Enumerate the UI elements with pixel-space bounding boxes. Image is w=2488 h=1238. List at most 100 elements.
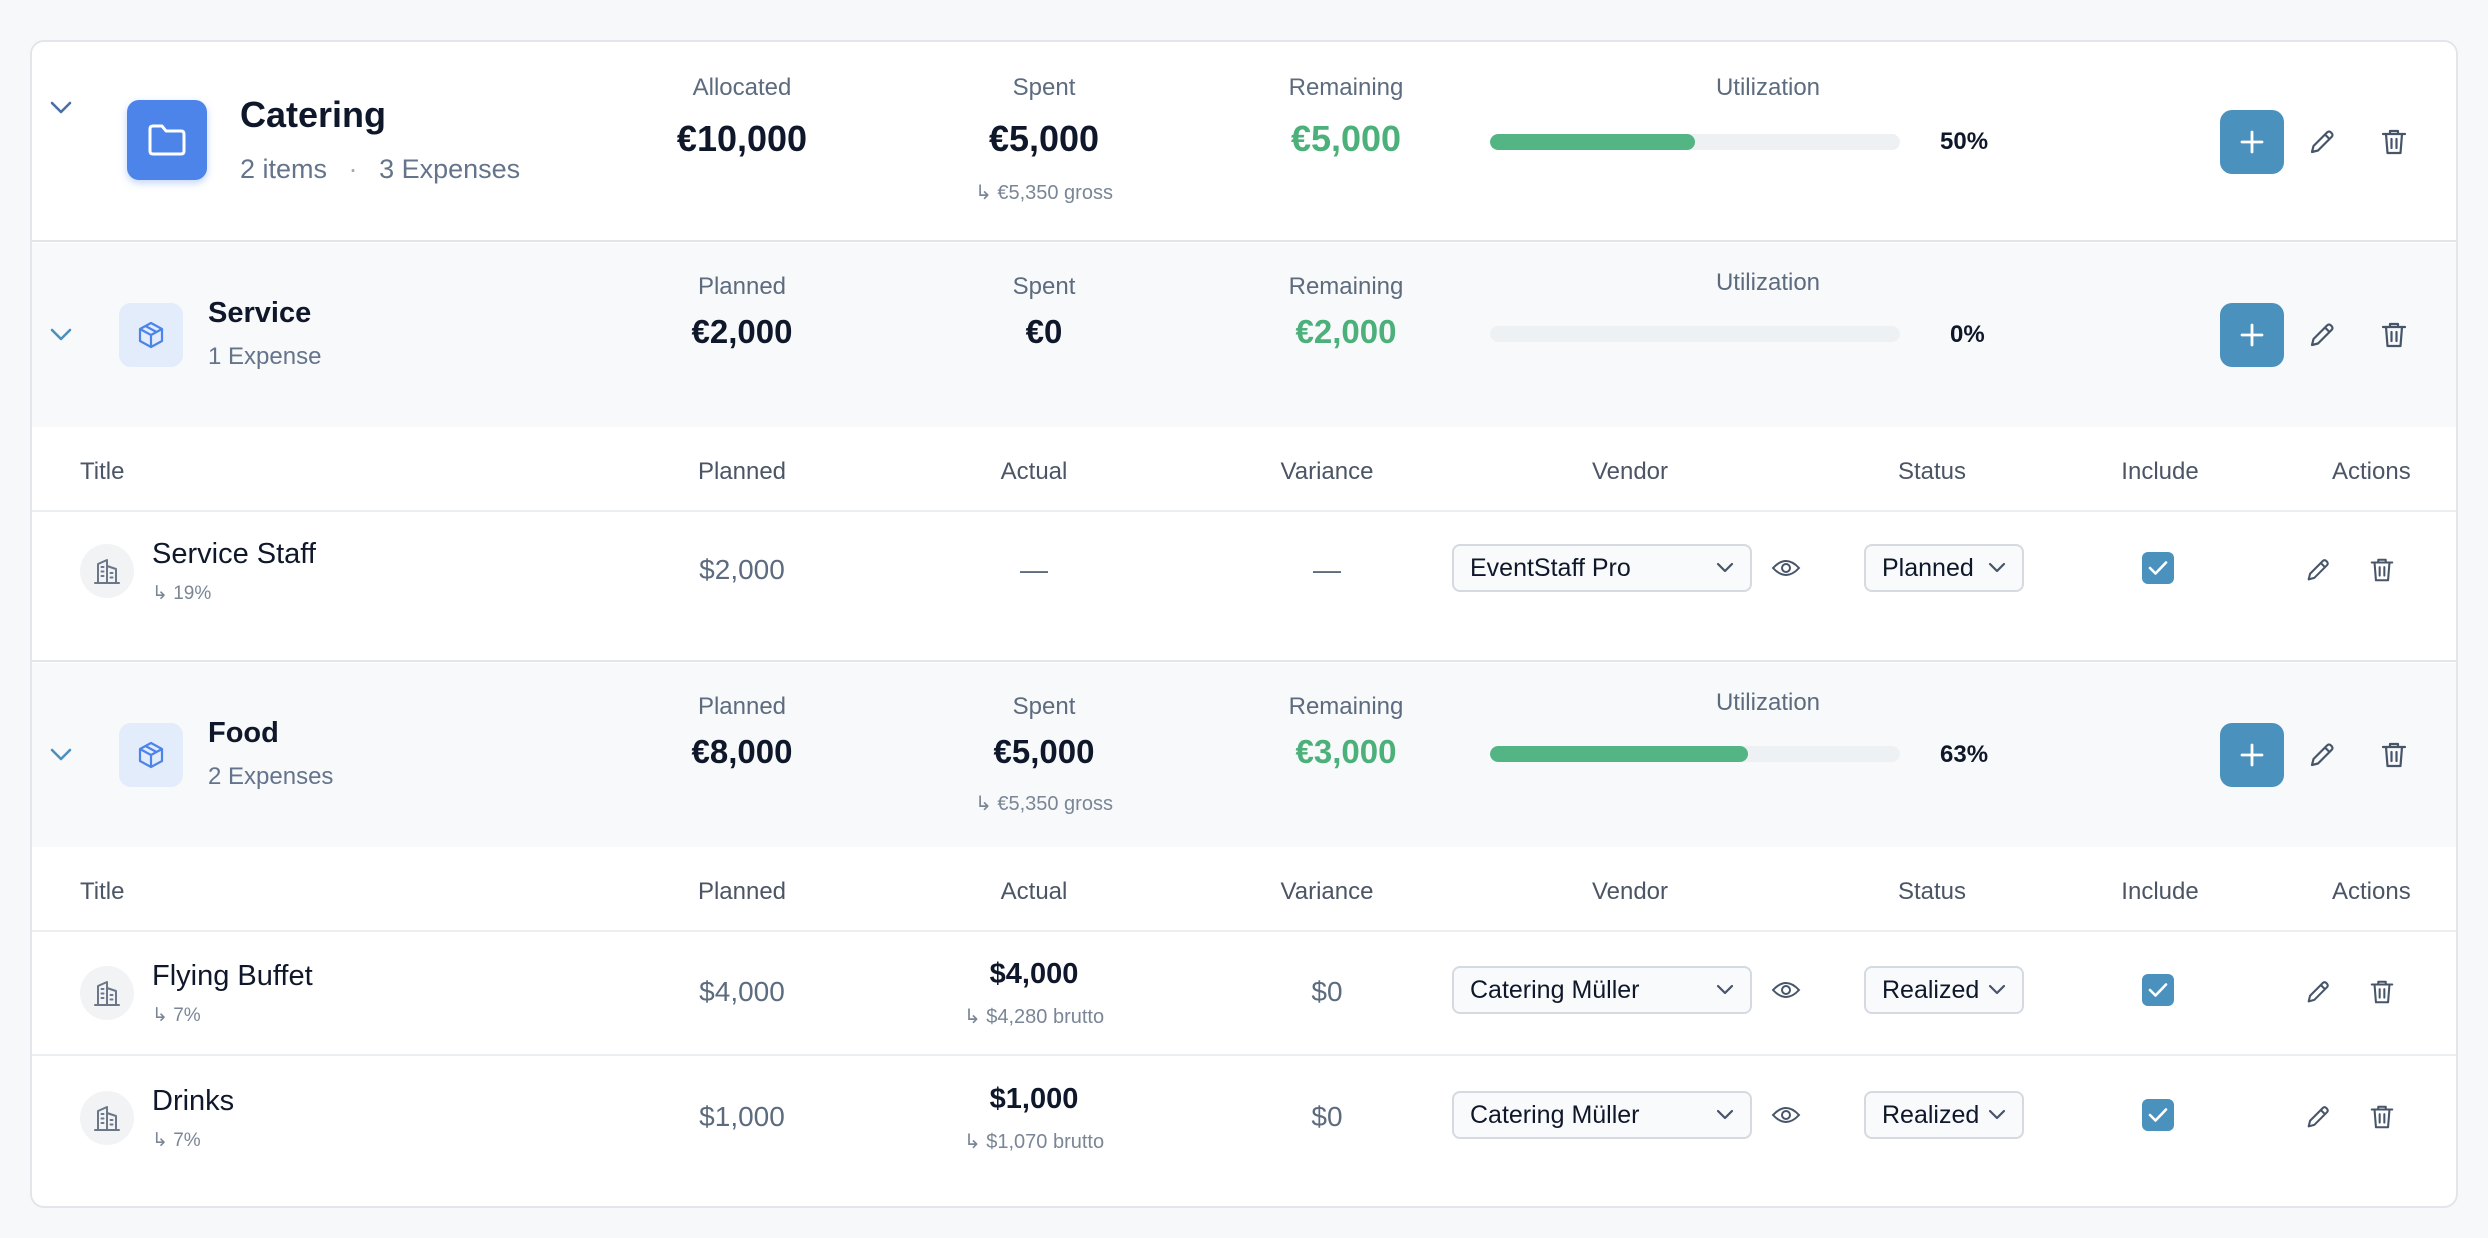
status-select[interactable]: Planned <box>1864 544 2024 592</box>
spent-value: €5,000 <box>993 733 1095 770</box>
subgroup-title: Food <box>208 717 279 749</box>
pencil-icon <box>2310 743 2334 767</box>
table-header: Title Planned Actual Variance Vendor Sta… <box>32 428 2456 512</box>
expense-share: ↳ 7% <box>152 1005 201 1026</box>
chevron-down-icon[interactable] <box>44 318 78 352</box>
table-header: Title Planned Actual Variance Vendor Sta… <box>32 848 2456 932</box>
utilization-label: Utilization <box>1715 689 1821 716</box>
building-icon <box>80 966 134 1020</box>
spent-gross: ↳ €5,350 gross <box>975 793 1113 815</box>
expense-variance: — <box>1313 554 1341 585</box>
planned-value: €8,000 <box>691 733 793 770</box>
edit-button[interactable] <box>2302 315 2342 355</box>
header-title: Title <box>80 878 125 905</box>
folder-icon <box>127 100 207 180</box>
trash-icon <box>2370 980 2394 1004</box>
header-status: Status <box>1897 458 1967 485</box>
add-expense-button[interactable] <box>2220 303 2284 367</box>
delete-button[interactable] <box>2374 315 2414 355</box>
vendor-value: Catering Müller <box>1470 975 1640 1004</box>
header-vendor: Vendor <box>1591 878 1669 905</box>
budget-card: Catering 2 items · 3 Expenses Allocated … <box>30 40 2458 1208</box>
include-checkbox[interactable] <box>2142 552 2174 584</box>
chevron-down-icon <box>1716 562 1734 573</box>
items-count: 2 items <box>240 154 328 184</box>
expense-planned: $2,000 <box>699 554 785 585</box>
status-value: Planned <box>1882 553 1974 582</box>
vendor-select[interactable]: EventStaff Pro <box>1452 544 1752 592</box>
delete-expense-button[interactable] <box>2362 972 2402 1012</box>
status-select[interactable]: Realized <box>1864 1091 2024 1139</box>
header-planned: Planned <box>697 458 787 485</box>
chevron-down-icon[interactable] <box>44 91 78 125</box>
eye-icon <box>1771 1107 1801 1123</box>
header-planned: Planned <box>697 878 787 905</box>
remaining-label: Remaining <box>1288 273 1404 300</box>
header-status: Status <box>1897 878 1967 905</box>
view-vendor-button[interactable] <box>1766 970 1806 1010</box>
expense-actual-gross: ↳ $4,280 brutto <box>963 1006 1105 1028</box>
subgroup-title: Service <box>208 297 312 329</box>
eye-icon <box>1771 982 1801 998</box>
building-icon <box>80 544 134 598</box>
header-include: Include <box>2121 878 2199 905</box>
delete-expense-button[interactable] <box>2362 550 2402 590</box>
edit-expense-button[interactable] <box>2298 550 2338 590</box>
pencil-icon <box>2307 559 2329 581</box>
pencil-icon <box>2310 130 2334 154</box>
include-checkbox[interactable] <box>2142 974 2174 1006</box>
add-item-button[interactable] <box>2220 110 2284 174</box>
table-row: Service Staff ↳ 19% $2,000 — — EventStaf… <box>32 512 2456 662</box>
edit-expense-button[interactable] <box>2298 972 2338 1012</box>
delete-button[interactable] <box>2374 735 2414 775</box>
pencil-icon <box>2310 323 2334 347</box>
header-title: Title <box>80 458 125 485</box>
eye-icon <box>1771 560 1801 576</box>
utilization-bar <box>1490 134 1900 150</box>
expense-actual-gross: ↳ $1,070 brutto <box>963 1131 1105 1153</box>
box-icon <box>119 303 183 367</box>
planned-value: €2,000 <box>691 313 793 350</box>
chevron-down-icon[interactable] <box>44 738 78 772</box>
header-vendor: Vendor <box>1591 458 1669 485</box>
subgroup-row-service: Service 1 Expense Planned €2,000 Spent €… <box>32 243 2456 427</box>
add-expense-button[interactable] <box>2220 723 2284 787</box>
utilization-label: Utilization <box>1715 269 1821 296</box>
group-title: Catering <box>240 94 387 135</box>
header-actual: Actual <box>1000 458 1068 485</box>
utilization-percent: 50% <box>1940 128 1989 155</box>
remaining-value: €5,000 <box>1290 118 1402 159</box>
utilization-percent: 0% <box>1950 321 1985 348</box>
expense-share: ↳ 7% <box>152 1130 201 1151</box>
include-checkbox[interactable] <box>2142 1099 2174 1131</box>
spent-label: Spent <box>1012 693 1076 720</box>
subgroup-row-food: Food 2 Expenses Planned €8,000 Spent €5,… <box>32 663 2456 847</box>
header-include: Include <box>2121 458 2199 485</box>
spent-label: Spent <box>1012 74 1076 101</box>
expense-variance: $0 <box>1311 1101 1343 1132</box>
vendor-select[interactable]: Catering Müller <box>1452 1091 1752 1139</box>
edit-button[interactable] <box>2302 122 2342 162</box>
meta-separator: · <box>348 154 358 184</box>
vendor-select[interactable]: Catering Müller <box>1452 966 1752 1014</box>
chevron-down-icon <box>1988 1109 2006 1120</box>
edit-button[interactable] <box>2302 735 2342 775</box>
view-vendor-button[interactable] <box>1766 548 1806 588</box>
building-icon <box>80 1091 134 1145</box>
edit-expense-button[interactable] <box>2298 1097 2338 1137</box>
expense-actual: — <box>1020 554 1048 585</box>
spent-value: €0 <box>1025 313 1063 350</box>
check-icon <box>2148 561 2168 575</box>
pencil-icon <box>2307 1106 2329 1128</box>
delete-button[interactable] <box>2374 122 2414 162</box>
view-vendor-button[interactable] <box>1766 1095 1806 1135</box>
delete-expense-button[interactable] <box>2362 1097 2402 1137</box>
plus-icon <box>2240 743 2264 767</box>
status-select[interactable]: Realized <box>1864 966 2024 1014</box>
vendor-value: EventStaff Pro <box>1470 553 1631 582</box>
header-actions: Actions <box>2332 458 2411 485</box>
expense-variance: $0 <box>1311 976 1343 1007</box>
trash-icon <box>2381 322 2407 348</box>
group-row-catering: Catering 2 items · 3 Expenses Allocated … <box>32 42 2456 242</box>
trash-icon <box>2381 742 2407 768</box>
